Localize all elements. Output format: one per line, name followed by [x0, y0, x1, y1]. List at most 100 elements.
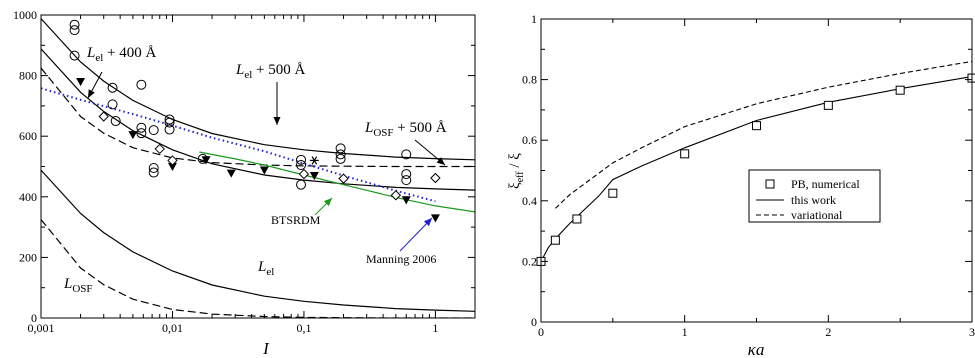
circle-point — [296, 159, 307, 170]
y-tick-label: 0.4 — [522, 194, 537, 208]
label-btsrdm: BTSRDM — [271, 213, 321, 227]
label-lel-plus-500: Lel + 500 Å — [235, 62, 306, 81]
circle-point — [296, 154, 307, 165]
diamond-point — [167, 155, 178, 166]
y-tick-label: 0.6 — [522, 133, 537, 147]
x-tick-label: 0 — [538, 325, 544, 339]
x-axis-title: κa — [748, 340, 765, 358]
legend-label: PB, numerical — [791, 177, 860, 191]
x-axis-title: I — [262, 339, 270, 358]
label-losf-plus-500-base: L — [364, 120, 373, 136]
x-tick-label: 0,1 — [296, 321, 311, 335]
y-tick-label: 400 — [19, 190, 37, 204]
circle-point — [164, 114, 175, 125]
diamond-point — [154, 143, 165, 155]
arrow-manning-2006 — [399, 217, 433, 252]
label-losf-plus-500-suffix: + 500 Å — [394, 120, 447, 136]
circle-point — [148, 163, 159, 174]
right-chart: 0 1 2 3 0 0.2 0.4 0.6 0.8 1 κa ξeff / ξ PB, numerica… — [507, 12, 975, 358]
left-curves — [41, 18, 475, 318]
circle-point — [164, 117, 175, 128]
x-tick-label: 0,01 — [162, 321, 183, 335]
triangle-down-point — [226, 169, 236, 178]
curve-this-work — [541, 76, 972, 262]
label-losf-base: L — [63, 276, 72, 292]
curve-lel500 — [41, 18, 475, 161]
circle-point — [164, 124, 175, 135]
pb-square-point — [572, 214, 582, 224]
curve-lel400 — [41, 48, 475, 191]
pb-square-point — [895, 85, 905, 95]
circle-point — [136, 128, 147, 139]
y-tick-label: 600 — [19, 129, 37, 143]
pb-square-point — [752, 121, 761, 131]
curve-losf — [41, 219, 475, 318]
circle-point — [107, 82, 118, 93]
diamond-point — [298, 168, 310, 180]
y-tick-label: 1 — [531, 12, 537, 26]
y-tick-label: 0 — [531, 315, 537, 329]
triangle-down-point — [128, 131, 138, 140]
diamond-point — [390, 190, 402, 201]
diamond-point — [430, 172, 441, 184]
circle-point — [335, 153, 346, 164]
arrow-lel-plus-500-head — [273, 117, 281, 125]
label-losf-plus-500: LOSF + 500 Å — [364, 120, 447, 139]
circle-point — [335, 149, 346, 160]
left-markers — [69, 19, 441, 223]
circle-point — [296, 179, 307, 190]
y-tick-label: 0 — [31, 311, 37, 325]
curve-lel — [41, 169, 475, 312]
label-lel: Lel — [257, 259, 274, 278]
legend-label: variational — [791, 208, 843, 222]
circle-point — [148, 125, 159, 136]
circle-point — [148, 167, 159, 178]
x-tick-label: 1 — [432, 321, 438, 335]
legend-square-icon — [765, 179, 775, 189]
circle-point — [110, 116, 121, 127]
arrow-lel-plus-400 — [87, 71, 103, 99]
circle-point — [401, 169, 412, 180]
label-losf-plus-500-sub: OSF — [373, 127, 393, 139]
y-axis-title-sub: eff — [515, 171, 526, 183]
x-tick-label: 3 — [969, 325, 975, 339]
triangle-down-point — [309, 171, 319, 181]
circle-point — [335, 143, 346, 154]
curve-manning — [41, 87, 436, 203]
diamond-point — [338, 173, 349, 184]
arrow-lel-plus-500 — [273, 82, 281, 125]
curve-variational — [555, 60, 972, 209]
pb-square-point — [550, 235, 560, 245]
right-ticks: 0 1 2 3 0 0.2 0.4 0.6 0.8 1 — [522, 12, 975, 339]
asterisk-point — [309, 156, 319, 165]
left-chart: 0,001 0,01 0,1 1 0 200 400 600 800 1000 I Lel + 400… — [13, 8, 476, 358]
x-tick-label: 2 — [825, 325, 831, 339]
circle-point — [136, 79, 147, 90]
y-axis-title: ξeff / ξ — [507, 153, 526, 189]
label-lel-base: L — [257, 259, 266, 275]
x-tick-label: 1 — [682, 325, 688, 339]
label-manning-2006: Manning 2006 — [366, 252, 436, 266]
pb-square-point — [823, 100, 833, 110]
left-ticks: 0,001 0,01 0,1 1 0 200 400 600 800 1000 — [13, 8, 476, 335]
circle-point — [401, 175, 412, 186]
y-tick-label: 0.2 — [522, 254, 537, 268]
triangle-down-point — [430, 214, 440, 223]
curve-losf500 — [41, 67, 475, 168]
triangle-down-point — [401, 196, 411, 205]
label-lel-sub: el — [266, 266, 274, 278]
label-lel-plus-400-base: L — [86, 45, 95, 61]
curve-btsrdm — [199, 151, 475, 213]
pb-square-point — [608, 188, 618, 198]
arrow-lel-plus-400-head — [88, 89, 95, 98]
arrow-losf-plus-500 — [414, 139, 446, 166]
asterisk-stroke — [311, 156, 318, 165]
label-lel-plus-500-suffix: + 500 Å — [252, 62, 305, 78]
circle-point — [69, 19, 80, 30]
right-curves — [541, 60, 972, 262]
circle-point — [136, 122, 147, 133]
y-tick-label: 800 — [19, 69, 37, 83]
